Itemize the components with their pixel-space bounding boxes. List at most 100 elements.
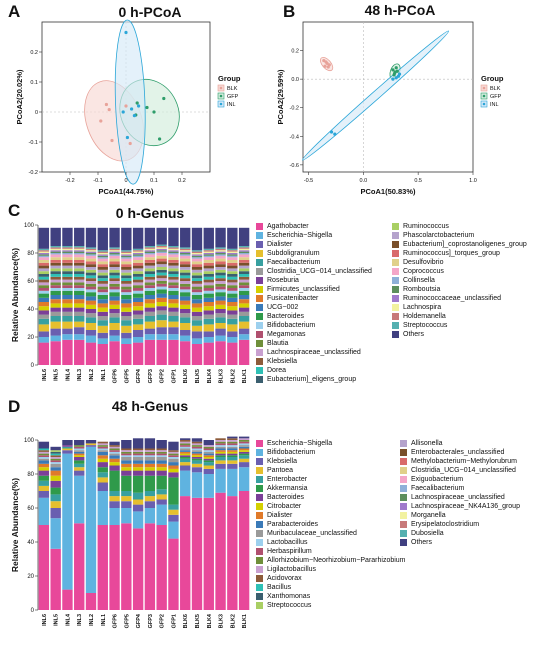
legend-swatch xyxy=(392,232,399,239)
x-tick-label: GFP2 xyxy=(160,614,166,628)
bar-segment xyxy=(109,508,120,525)
legend-label: Klebsiella xyxy=(267,458,297,465)
legend-item: Bacteroides xyxy=(256,493,396,502)
x-tick-label: 0.0 xyxy=(359,178,367,184)
bar-segment xyxy=(50,470,61,476)
bar-segment xyxy=(132,254,144,256)
bar-segment xyxy=(238,262,250,266)
legend-swatch xyxy=(256,467,263,474)
bar-segment xyxy=(50,487,61,495)
bar-segment xyxy=(62,262,73,266)
bar-segment xyxy=(203,302,214,307)
bar-segment xyxy=(74,262,85,266)
x-tick-label: INL2 xyxy=(89,614,95,626)
bar-segment xyxy=(191,269,203,273)
bar-segment xyxy=(109,250,120,252)
bar-segment xyxy=(168,268,179,272)
bar-segment xyxy=(191,258,203,262)
bar-segment xyxy=(74,251,85,253)
legend-item: Firmicutes_unclassified xyxy=(256,285,386,294)
bar-segment xyxy=(109,453,120,456)
bar-segment xyxy=(121,281,132,284)
bar-segment xyxy=(227,274,238,277)
bar-segment xyxy=(74,450,85,452)
bar-segment xyxy=(62,265,73,269)
bar-segment xyxy=(38,302,50,307)
bar-segment xyxy=(168,441,179,451)
bar-segment xyxy=(191,455,203,457)
bar-segment xyxy=(50,457,61,459)
bar-segment xyxy=(85,258,97,262)
bar-segment xyxy=(109,247,120,249)
bar-segment xyxy=(38,255,50,258)
legend-label: Dialister xyxy=(267,512,293,519)
bar-segment xyxy=(168,327,179,335)
legend-label: Fusicatenibacter xyxy=(267,295,319,302)
point-gfp xyxy=(162,96,166,101)
legend-label: Muribaculaceae_unclassified xyxy=(267,530,357,537)
bar-segment xyxy=(203,265,214,269)
bar-segment xyxy=(215,304,226,309)
bar-segment xyxy=(121,261,132,265)
bar-segment xyxy=(97,227,108,251)
bar-segment xyxy=(191,460,203,464)
bar-segment xyxy=(238,251,250,253)
bar-segment xyxy=(144,251,156,253)
bar-segment xyxy=(144,470,156,476)
y-tick-label: -0.4 xyxy=(290,134,299,140)
bar-segment xyxy=(238,260,250,263)
bar-segment xyxy=(144,321,156,329)
bar-segment xyxy=(121,251,132,253)
point-inl xyxy=(333,132,337,136)
bar-segment xyxy=(215,247,226,249)
x-tick-label: GFP3 xyxy=(148,369,154,383)
bar-segment xyxy=(227,297,238,302)
bar-segment xyxy=(97,261,108,265)
bar-segment xyxy=(180,281,191,284)
bar-segment xyxy=(62,589,73,610)
point-blk xyxy=(323,64,327,68)
legend-swatch xyxy=(400,521,407,528)
bar-segment xyxy=(203,255,214,258)
bar-segment xyxy=(144,227,156,246)
pcoa-0h-title: 0 h-PCoA xyxy=(118,4,182,20)
bar-segment xyxy=(109,448,120,451)
legend-swatch xyxy=(256,304,263,311)
plot-frame xyxy=(302,21,474,173)
bar-segment xyxy=(203,314,214,319)
bar-segment xyxy=(85,253,97,255)
bar-segment xyxy=(50,467,61,471)
bar-segment xyxy=(227,451,238,454)
bar-segment xyxy=(227,324,238,332)
legend-swatch xyxy=(400,503,407,510)
bar-segment xyxy=(227,455,238,457)
bar-segment xyxy=(38,290,50,294)
legend-item: Ruminococcaceae_unclassified xyxy=(392,294,547,303)
bar-segment xyxy=(132,330,144,337)
point-gfp xyxy=(392,71,397,76)
bar-segment xyxy=(132,285,144,288)
bar-segment xyxy=(97,472,108,478)
legend-item: Lachnospiraceae_unclassified xyxy=(400,493,548,502)
bar-segment xyxy=(227,468,238,497)
bar-segment xyxy=(74,268,85,272)
bar-segment xyxy=(132,504,144,512)
legend-swatch xyxy=(256,295,263,302)
bar-segment xyxy=(74,440,85,446)
bar-segment xyxy=(132,460,144,464)
bar-segment xyxy=(144,285,156,288)
bar-segment xyxy=(97,467,108,473)
bar-segment xyxy=(191,303,203,308)
legend-label: Bacteroides xyxy=(267,313,304,320)
bar-segment xyxy=(50,274,61,277)
bar-segment xyxy=(227,227,238,249)
legend-item: Lachnospiraceae_unclassified xyxy=(256,348,386,357)
legend-label: Acidovorax xyxy=(267,575,302,582)
bar-segment xyxy=(62,257,73,260)
x-tick-label: GFP4 xyxy=(136,368,142,383)
bar-segment xyxy=(121,463,132,468)
legend-item: Phascolarctobacterium xyxy=(392,231,547,240)
bar-segment xyxy=(109,272,120,276)
bar-segment xyxy=(85,317,97,323)
bar-segment xyxy=(50,453,61,456)
